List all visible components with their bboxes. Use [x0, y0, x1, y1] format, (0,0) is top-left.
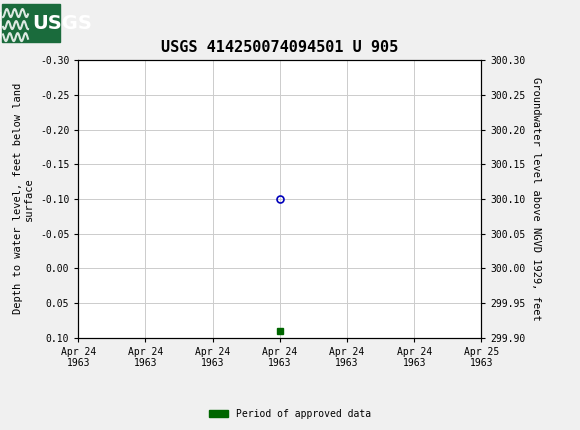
Bar [2, 4, 60, 42]
Title: USGS 414250074094501 U 905: USGS 414250074094501 U 905 [161, 40, 398, 55]
Y-axis label: Groundwater level above NGVD 1929, feet: Groundwater level above NGVD 1929, feet [531, 77, 541, 321]
Y-axis label: Depth to water level, feet below land
surface: Depth to water level, feet below land su… [13, 83, 34, 314]
Text: USGS: USGS [32, 14, 92, 33]
Legend: Period of approved data: Period of approved data [205, 405, 375, 423]
